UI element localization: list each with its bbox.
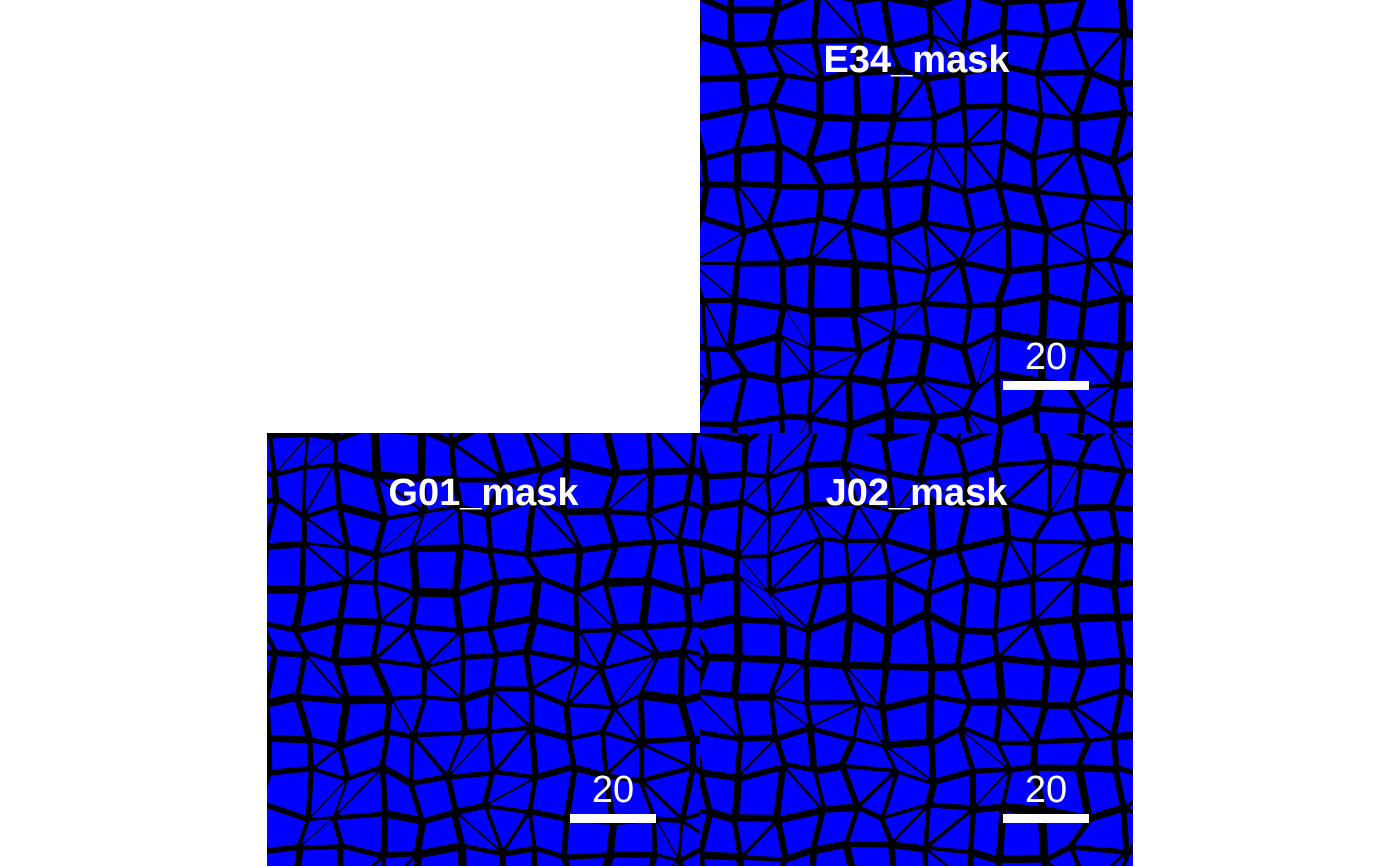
cell-mask-image [700, 0, 1133, 433]
scale-bar-label: 20 [591, 769, 635, 811]
mask-panel-g01: G01_mask 20 [267, 433, 700, 866]
panel-title: G01_mask [388, 472, 579, 514]
scale-bar-label: 20 [1024, 336, 1068, 378]
panel-title: J02_mask [825, 472, 1008, 514]
scale-bar-label: 20 [1024, 769, 1068, 811]
cell-mask-image [267, 433, 700, 866]
cell-mask-image [700, 433, 1133, 866]
mask-panel-j02: J02_mask 20 [700, 433, 1133, 866]
panel-title: E34_mask [823, 39, 1010, 81]
scale-bar [1003, 814, 1089, 823]
mask-panel-e34: E34_mask 20 [700, 0, 1133, 433]
scale-bar [570, 814, 656, 823]
scale-bar [1003, 381, 1089, 390]
